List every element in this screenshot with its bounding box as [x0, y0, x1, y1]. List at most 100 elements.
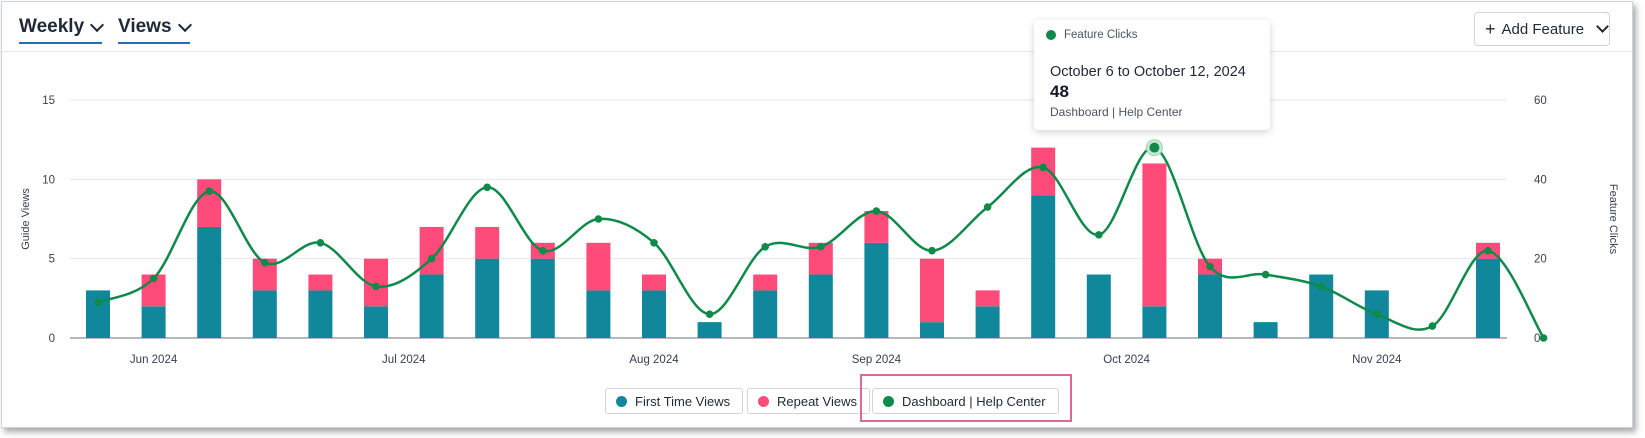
feature-clicks-point: [94, 298, 102, 307]
metric-dropdown-label: Views: [118, 16, 172, 37]
tooltip-series-name: Feature Clicks: [1064, 29, 1138, 41]
feature-clicks-point: [928, 246, 936, 255]
feature-clicks-point: [872, 207, 881, 215]
feature-clicks-point: [1484, 246, 1492, 255]
bar-first-time-views: [419, 274, 444, 338]
feature-clicks-point: [205, 187, 213, 196]
legend-label: Dashboard | Help Center: [902, 393, 1046, 409]
feature-clicks-point: [1206, 262, 1214, 271]
right-tick-label: 40: [1534, 174, 1547, 186]
period-dropdown-label: Weekly: [19, 16, 85, 37]
bar-repeat-views: [308, 274, 333, 291]
feature-clicks-point: [594, 215, 603, 223]
chart-header: Weekly Views + Add Feature: [2, 2, 1632, 52]
x-tick-label: Aug 2024: [629, 354, 679, 366]
right-tick-label: 60: [1534, 95, 1547, 107]
feature-clicks-point: [650, 239, 658, 247]
feature-clicks-point: [1261, 270, 1270, 279]
feature-clicks-point: [149, 274, 158, 283]
left-axis-title: Guide Views: [20, 188, 32, 250]
bar-first-time-views: [1198, 274, 1222, 338]
tooltip-date-range: October 6 to October 12, 2024: [1050, 64, 1246, 80]
legend-dot-icon: [883, 395, 894, 407]
feature-clicks-point: [1317, 282, 1325, 291]
feature-clicks-point: [316, 239, 325, 247]
bar-first-time-views: [1476, 258, 1500, 338]
legend-highlight-box: [860, 374, 1072, 422]
bar-first-time-views: [1086, 274, 1111, 338]
bar-first-time-views: [530, 258, 555, 338]
feature-clicks-point: [817, 242, 825, 251]
bar-repeat-views: [475, 226, 500, 259]
feature-clicks-point: [372, 282, 380, 291]
bar-first-time-views: [753, 290, 778, 338]
bar-first-time-views: [920, 322, 944, 338]
bar-first-time-views: [808, 274, 833, 338]
x-tick-label: Oct 2024: [1103, 354, 1150, 366]
bar-first-time-views: [864, 242, 889, 338]
bar-first-time-views: [197, 226, 222, 338]
legend-dot-icon: [616, 395, 627, 407]
x-tick-label: Sep 2024: [852, 354, 902, 366]
feature-clicks-point: [1039, 163, 1047, 172]
tooltip-value: 48: [1050, 82, 1069, 101]
bar-first-time-views: [475, 258, 500, 338]
feature-clicks-point: [983, 203, 992, 211]
chart-card: Weekly Views + Add Feature 0 0 5 20 10 40 15 60…: [1, 1, 1633, 428]
feature-clicks-point: [483, 183, 492, 192]
legend-item-first-time-views[interactable]: First Time Views: [605, 388, 744, 414]
feature-clicks-point: [1428, 322, 1437, 330]
period-dropdown[interactable]: Weekly: [19, 16, 105, 44]
add-feature-button[interactable]: + Add Feature: [1474, 12, 1610, 46]
feature-clicks-point: [261, 258, 269, 267]
feature-clicks-point: [1095, 231, 1103, 239]
feature-clicks-point: [1539, 334, 1548, 342]
bar-first-time-views: [86, 290, 110, 338]
x-tick-label: Nov 2024: [1352, 354, 1402, 366]
bar-first-time-views: [308, 290, 333, 338]
bar-repeat-views: [642, 274, 666, 291]
legend-item-repeat-views[interactable]: Repeat Views: [747, 388, 870, 414]
bar-first-time-views: [642, 290, 666, 338]
bar-repeat-views: [753, 274, 778, 291]
right-axis-title: Feature Clicks: [1607, 184, 1619, 255]
left-tick-label: 15: [42, 95, 55, 107]
right-tick-label: 20: [1534, 254, 1547, 266]
bar-first-time-views: [141, 306, 166, 338]
legend-item-dashboard-help-center[interactable]: Dashboard | Help Center: [872, 388, 1059, 414]
feature-clicks-point: [539, 246, 547, 255]
feature-clicks-point: [705, 310, 714, 319]
bar-first-time-views: [252, 290, 277, 338]
left-tick-label: 5: [49, 254, 55, 266]
bar-repeat-views: [975, 290, 1000, 307]
views-chart: 0 0 5 20 10 40 15 60 Guide Views Feature Clicks Ju…: [20, 95, 1619, 366]
bar-repeat-views: [197, 179, 222, 227]
bar-first-time-views: [1253, 322, 1278, 338]
bar-repeat-views: [1142, 163, 1167, 307]
tooltip-feature-label: Dashboard | Help Center: [1050, 105, 1183, 119]
bar-repeat-views: [1031, 147, 1056, 196]
bar-first-time-views: [364, 306, 388, 338]
series-dot-icon: [1046, 30, 1056, 40]
chevron-down-icon: [177, 17, 192, 32]
bar-repeat-views: [864, 211, 889, 243]
tooltip-series: Feature Clicks: [1046, 29, 1138, 41]
bar-first-time-views: [1031, 195, 1056, 338]
bar-first-time-views: [697, 322, 722, 338]
chevron-down-icon: [90, 17, 105, 32]
bar-first-time-views: [975, 306, 1000, 338]
feature-clicks-point-highlighted: [1149, 142, 1160, 153]
bar-first-time-views: [1142, 306, 1167, 338]
add-feature-label: Add Feature: [1501, 20, 1585, 38]
legend-dot-icon: [758, 395, 769, 407]
feature-clicks-point: [761, 242, 769, 251]
chevron-down-icon: [1596, 20, 1609, 33]
bar-repeat-views: [920, 258, 944, 323]
right-tick-label: 0: [1534, 333, 1540, 345]
left-tick-label: 10: [42, 174, 55, 186]
bar-repeat-views: [252, 258, 277, 291]
legend-label: Repeat Views: [777, 393, 857, 409]
bar-first-time-views: [586, 290, 611, 338]
metric-dropdown[interactable]: Views: [118, 16, 192, 44]
plus-icon: +: [1485, 18, 1496, 39]
